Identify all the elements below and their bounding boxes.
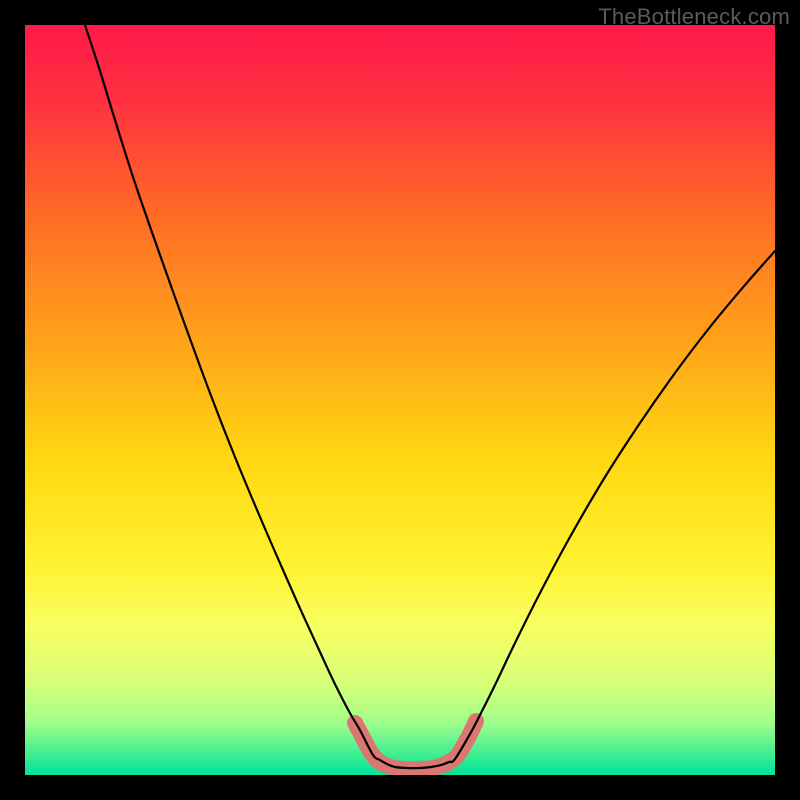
gradient-background — [25, 25, 775, 775]
bottleneck-curve-chart — [25, 25, 775, 775]
plot-area — [25, 25, 775, 775]
chart-frame: TheBottleneck.com — [0, 0, 800, 800]
